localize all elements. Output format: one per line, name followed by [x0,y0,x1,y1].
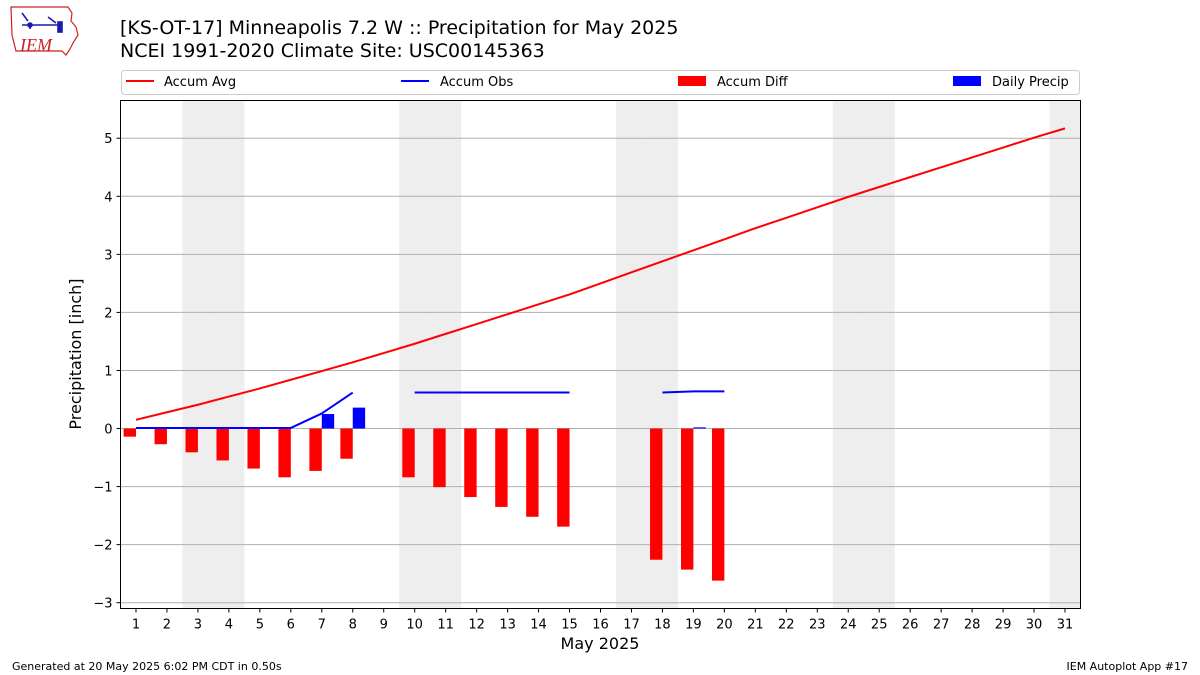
accum-diff-bar-day-11 [433,428,446,488]
x-tick-label: 21 [747,618,764,633]
accum-diff-bar-day-13 [495,428,508,507]
y-tick-label: 5 [104,132,112,147]
x-tick-label: 6 [287,618,295,633]
accum-obs-line [135,391,354,429]
y-tick-label: −3 [93,597,112,612]
x-tick-label: 9 [380,618,388,633]
y-axis-label: Precipitation [inch] [66,278,85,429]
y-tick-label: 4 [104,190,112,205]
chart-title: [KS-OT-17] Minneapolis 7.2 W :: Precipit… [120,17,679,39]
accum-diff-bar-day-6 [278,428,291,478]
y-tick-label: 1 [104,364,112,379]
legend-swatch-accum-diff [678,76,706,86]
x-axis-label: May 2025 [561,634,640,653]
accum-diff-bar-day-2 [154,428,167,445]
x-tick-label: 12 [468,618,485,633]
legend-label-accum-diff: Accum Diff [717,75,789,90]
plot-frame [120,100,1081,609]
accum-diff-bar-day-4 [216,428,229,461]
x-tick-label: 7 [318,618,326,633]
weekend-band-31 [1049,100,1081,609]
accum-diff-bar-day-7 [309,428,322,471]
accum-diff-bar-day-19 [681,428,694,570]
x-tick-label: 15 [561,618,578,633]
x-tick-label: 16 [592,618,609,633]
footer-app: IEM Autoplot App #17 [1066,660,1189,673]
daily-precip-bar-day-7 [321,414,335,429]
x-tick-label: 11 [437,618,454,633]
weekend-band-10 [399,100,431,609]
weekend-band-4 [213,100,245,609]
x-tick-label: 19 [685,618,702,633]
accum-avg-line [135,127,1066,421]
y-tick-label: 0 [104,423,112,438]
daily-precip-bar-day-8 [352,407,366,429]
weekend-band-25 [863,100,895,609]
chart-subtitle: NCEI 1991-2020 Climate Site: USC00145363 [120,40,545,62]
x-tick-label: 20 [716,618,733,633]
x-tick-label: 1 [132,618,140,633]
x-tick-label: 30 [1026,618,1043,633]
x-tick-label: 8 [349,618,357,633]
iem-logo: IEM [10,6,79,56]
accum-diff-bar-day-15 [557,428,570,527]
x-tick-label: 10 [406,618,423,633]
x-tick-label: 13 [499,618,516,633]
accum-diff-bar-day-5 [247,428,260,469]
x-tick-label: 17 [623,618,640,633]
accum-diff-bar-day-14 [526,428,539,517]
legend: Accum Avg Accum Obs Accum Diff Daily Pre… [121,70,1080,95]
iowa-outline-icon [10,6,79,56]
x-tick-label: 26 [902,618,919,633]
weather-station-icon [21,12,63,33]
legend-label-daily-precip: Daily Precip [992,75,1069,90]
line-layer [135,127,1066,429]
daily-precip-bar-day-19 [693,427,706,429]
accum-diff-bar-day-1 [123,428,136,437]
legend-frame [121,70,1080,95]
x-tick-label: 31 [1057,618,1074,633]
y-tick-label: −2 [93,539,112,554]
weekend-band-3 [182,100,214,609]
y-tick-label: 2 [104,306,112,321]
x-tick-label: 29 [995,618,1012,633]
footer-generated: Generated at 20 May 2025 6:02 PM CDT in … [12,660,282,673]
legend-swatch-daily-precip [953,76,981,86]
accum-obs-line [662,390,725,394]
x-tick-label: 18 [654,618,671,633]
accum-diff-bar-day-8 [340,428,353,459]
legend-label-accum-avg: Accum Avg [164,75,236,90]
accum-diff-bar-day-12 [464,428,477,498]
accum-diff-bar-day-18 [650,428,663,560]
x-tick-label: 22 [778,618,795,633]
x-tick-label: 28 [964,618,981,633]
x-tick-label: 3 [194,618,202,633]
x-tick-label: 27 [933,618,950,633]
y-tick-label: 3 [104,248,112,263]
x-tick-label: 4 [225,618,233,633]
weekend-shading-layer [182,100,1081,609]
x-tick-label: 14 [530,618,547,633]
bar-layer [123,407,725,581]
x-tick-label: 25 [871,618,888,633]
y-tick-label: −1 [93,481,112,496]
weekend-band-24 [832,100,864,609]
logo-text: IEM [19,35,53,55]
accum-diff-bar-day-3 [185,428,198,453]
weekend-band-17 [615,100,647,609]
x-tick-label: 24 [840,618,857,633]
weekend-band-11 [430,100,462,609]
legend-label-accum-obs: Accum Obs [440,75,513,90]
accum-diff-bar-day-20 [711,428,725,581]
x-tick-label: 2 [163,618,171,633]
x-tick-label: 23 [809,618,826,633]
accum-diff-bar-day-10 [402,428,415,478]
x-tick-label: 5 [256,618,264,633]
grid-layer [120,137,1081,604]
